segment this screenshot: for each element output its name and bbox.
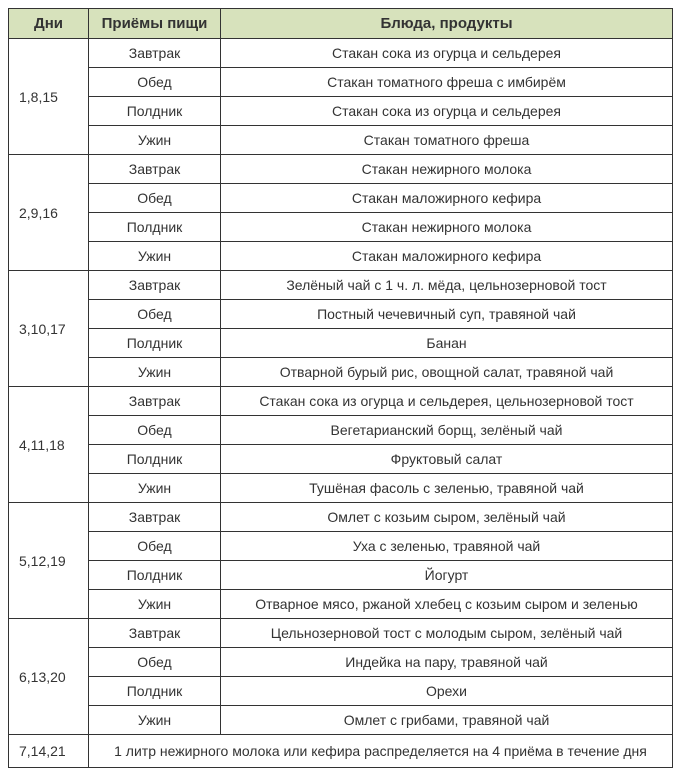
meal-cell: Обед [89,416,221,445]
days-cell: 1,8,15 [9,39,89,155]
table-row: ОбедИндейка на пару, травяной чай [9,648,673,677]
dish-cell: Стакан сока из огурца и сельдерея, цельн… [221,387,673,416]
dish-cell: Стакан нежирного молока [221,155,673,184]
dish-cell: Стакан томатного фреша с имбирём [221,68,673,97]
dish-cell: Фруктовый салат [221,445,673,474]
meal-cell: Обед [89,300,221,329]
meal-cell: Полдник [89,329,221,358]
table-row: УжинОтварное мясо, ржаной хлебец с козьи… [9,590,673,619]
table-row: 1,8,15ЗавтракСтакан сока из огурца и сел… [9,39,673,68]
final-text-cell: 1 литр нежирного молока или кефира распр… [89,735,673,768]
table-row: ПолдникОрехи [9,677,673,706]
table-row: ОбедУха с зеленью, травяной чай [9,532,673,561]
table-body: 1,8,15ЗавтракСтакан сока из огурца и сел… [9,39,673,768]
table-row-final: 7,14,211 литр нежирного молока или кефир… [9,735,673,768]
dish-cell: Стакан нежирного молока [221,213,673,242]
table-row: ОбедСтакан томатного фреша с имбирём [9,68,673,97]
meal-cell: Завтрак [89,39,221,68]
dish-cell: Стакан сока из огурца и сельдерея [221,97,673,126]
meal-cell: Ужин [89,242,221,271]
table-row: УжинСтакан маложирного кефира [9,242,673,271]
table-row: ПолдникБанан [9,329,673,358]
table-row: УжинТушёная фасоль с зеленью, травяной ч… [9,474,673,503]
table-row: 4,11,18ЗавтракСтакан сока из огурца и се… [9,387,673,416]
table-row: ОбедВегетарианский борщ, зелёный чай [9,416,673,445]
dish-cell: Стакан маложирного кефира [221,242,673,271]
days-cell: 4,11,18 [9,387,89,503]
header-meals: Приёмы пищи [89,9,221,39]
table-row: 6,13,20ЗавтракЦельнозерновой тост с моло… [9,619,673,648]
table-row: ПолдникФруктовый салат [9,445,673,474]
table-row: ПолдникСтакан сока из огурца и сельдерея [9,97,673,126]
days-cell: 3,10,17 [9,271,89,387]
meal-cell: Завтрак [89,387,221,416]
header-dishes: Блюда, продукты [221,9,673,39]
table-row: ОбедСтакан маложирного кефира [9,184,673,213]
table-row: 3,10,17ЗавтракЗелёный чай с 1 ч. л. мёда… [9,271,673,300]
days-cell: 5,12,19 [9,503,89,619]
meal-cell: Ужин [89,590,221,619]
dish-cell: Вегетарианский борщ, зелёный чай [221,416,673,445]
meal-cell: Обед [89,648,221,677]
table-row: ПолдникСтакан нежирного молока [9,213,673,242]
dish-cell: Орехи [221,677,673,706]
table-row: УжинОмлет с грибами, травяной чай [9,706,673,735]
table-row: 2,9,16ЗавтракСтакан нежирного молока [9,155,673,184]
dish-cell: Тушёная фасоль с зеленью, травяной чай [221,474,673,503]
dish-cell: Стакан маложирного кефира [221,184,673,213]
table-row: УжинОтварной бурый рис, овощной салат, т… [9,358,673,387]
dish-cell: Цельнозерновой тост с молодым сыром, зел… [221,619,673,648]
meal-cell: Завтрак [89,619,221,648]
meal-cell: Полдник [89,97,221,126]
meal-cell: Завтрак [89,271,221,300]
dish-cell: Индейка на пару, травяной чай [221,648,673,677]
table-row: ОбедПостный чечевичный суп, травяной чай [9,300,673,329]
header-row: Дни Приёмы пищи Блюда, продукты [9,9,673,39]
days-cell: 7,14,21 [9,735,89,768]
meal-cell: Обед [89,532,221,561]
days-cell: 2,9,16 [9,155,89,271]
meal-cell: Полдник [89,213,221,242]
dish-cell: Постный чечевичный суп, травяной чай [221,300,673,329]
days-cell: 6,13,20 [9,619,89,735]
dish-cell: Уха с зеленью, травяной чай [221,532,673,561]
meal-cell: Завтрак [89,155,221,184]
dish-cell: Отварной бурый рис, овощной салат, травя… [221,358,673,387]
dish-cell: Зелёный чай с 1 ч. л. мёда, цельнозернов… [221,271,673,300]
dish-cell: Йогурт [221,561,673,590]
meal-cell: Завтрак [89,503,221,532]
diet-table: Дни Приёмы пищи Блюда, продукты 1,8,15За… [8,8,673,768]
table-row: 5,12,19ЗавтракОмлет с козьим сыром, зелё… [9,503,673,532]
meal-cell: Обед [89,68,221,97]
table-row: ПолдникЙогурт [9,561,673,590]
meal-cell: Ужин [89,126,221,155]
meal-cell: Полдник [89,561,221,590]
dish-cell: Банан [221,329,673,358]
dish-cell: Отварное мясо, ржаной хлебец с козьим сы… [221,590,673,619]
meal-cell: Ужин [89,474,221,503]
dish-cell: Омлет с грибами, травяной чай [221,706,673,735]
meal-cell: Обед [89,184,221,213]
meal-cell: Полдник [89,445,221,474]
dish-cell: Стакан сока из огурца и сельдерея [221,39,673,68]
table-row: УжинСтакан томатного фреша [9,126,673,155]
meal-cell: Полдник [89,677,221,706]
meal-cell: Ужин [89,706,221,735]
header-days: Дни [9,9,89,39]
meal-cell: Ужин [89,358,221,387]
dish-cell: Омлет с козьим сыром, зелёный чай [221,503,673,532]
dish-cell: Стакан томатного фреша [221,126,673,155]
